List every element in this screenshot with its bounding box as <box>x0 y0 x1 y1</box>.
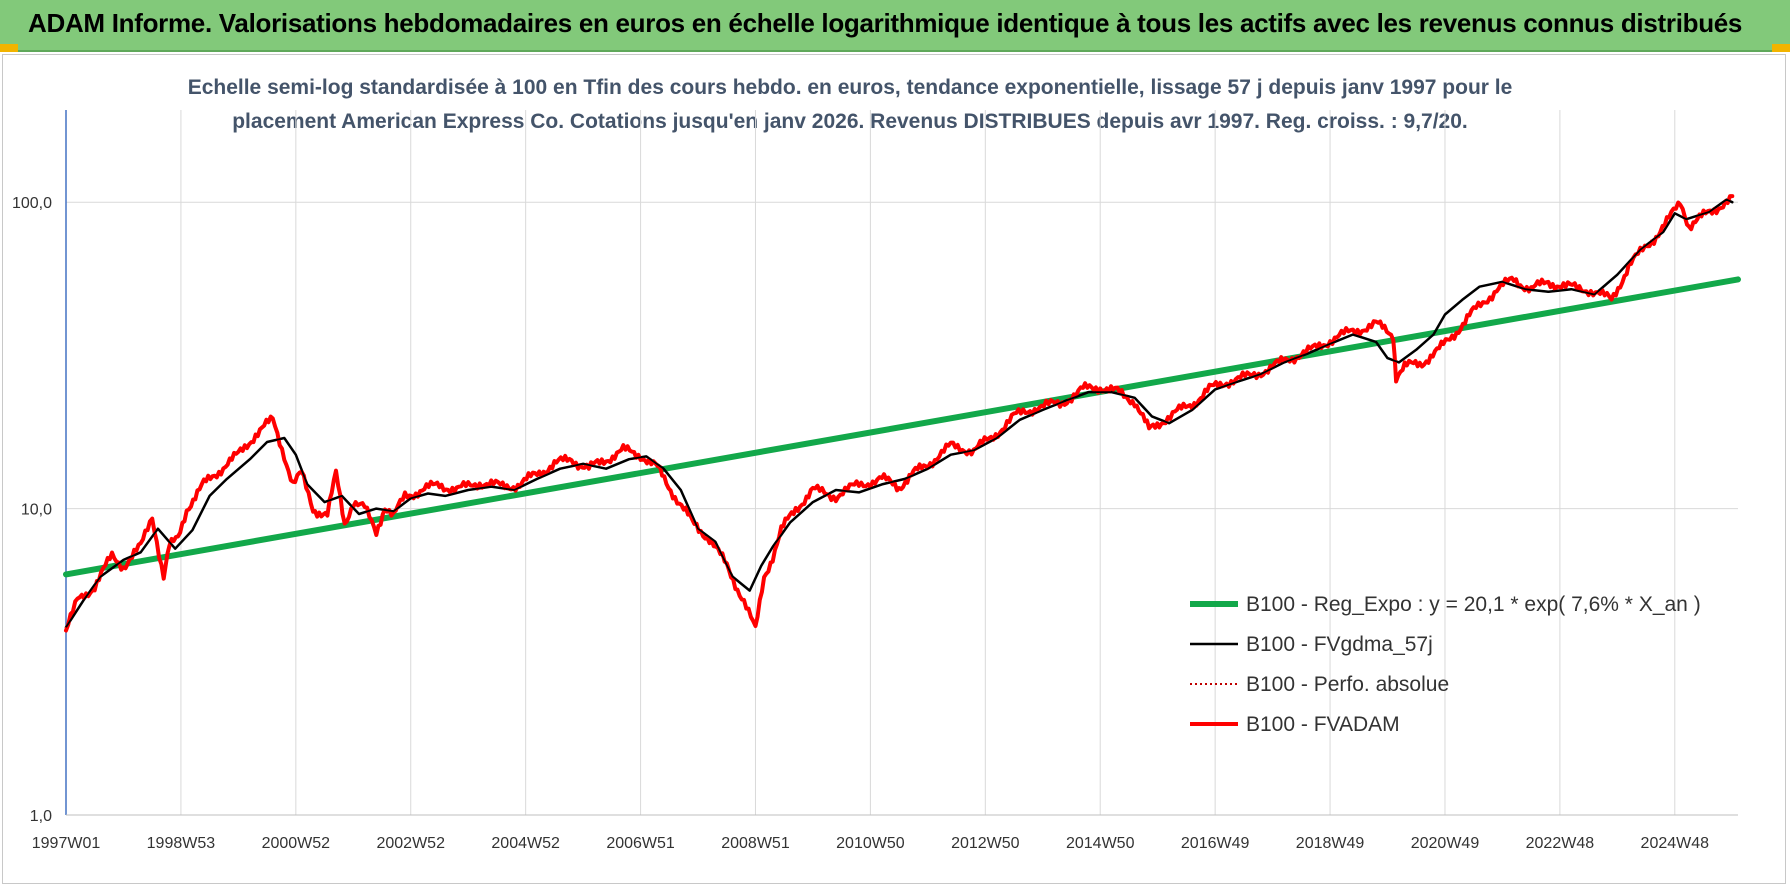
page-title: ADAM Informe. Valorisations hebdomadaire… <box>28 8 1743 38</box>
x-tick-label: 2016W49 <box>1181 835 1250 852</box>
chart-title-line2: placement American Express Co. Cotations… <box>232 110 1468 133</box>
x-tick-label: 2006W51 <box>606 835 675 852</box>
series-line-thick-green <box>63 276 1741 578</box>
x-tick-label: 2018W49 <box>1296 835 1365 852</box>
x-tick-label: 2012W50 <box>951 835 1020 852</box>
x-tick-label: 2014W50 <box>1066 835 1135 852</box>
grid-lines <box>65 110 1738 816</box>
y-tick-label: 100,0 <box>12 195 52 212</box>
corner-marker-right <box>1772 44 1790 52</box>
x-tick-label: 2020W49 <box>1411 835 1480 852</box>
x-tick-label: 1998W53 <box>147 835 216 852</box>
series-line-black <box>64 198 1734 629</box>
x-tick-label: 2008W51 <box>721 835 790 852</box>
y-tick-label: 1,0 <box>30 808 52 825</box>
series-line-thick-red <box>64 194 1735 633</box>
legend-label: B100 - FVgdma_57j <box>1246 633 1433 656</box>
header-banner: ADAM Informe. Valorisations hebdomadaire… <box>0 0 1790 52</box>
x-tick-label: 2002W52 <box>376 835 445 852</box>
series-lines <box>63 194 1741 633</box>
x-tick-label: 2022W48 <box>1526 835 1595 852</box>
chart-title-line1: Echelle semi-log standardisée à 100 en T… <box>187 76 1513 99</box>
x-tick-label: 2024W48 <box>1641 835 1710 852</box>
chart-frame <box>2 54 1786 884</box>
chart-legend: B100 - Reg_Expo : y = 20,1 * exp( 7,6% *… <box>1190 593 1701 736</box>
x-tick-label: 1997W01 <box>32 835 101 852</box>
legend-label: B100 - Reg_Expo : y = 20,1 * exp( 7,6% *… <box>1246 593 1701 616</box>
corner-marker-left <box>0 44 18 52</box>
x-tick-label: 2000W52 <box>262 835 331 852</box>
y-tick-label: 10,0 <box>21 502 52 519</box>
legend-label: B100 - FVADAM <box>1246 713 1400 736</box>
series-line-fvgdma-overlay <box>65 198 1733 628</box>
x-tick-label: 2004W52 <box>491 835 560 852</box>
x-tick-label: 2010W50 <box>836 835 905 852</box>
legend-label: B100 - Perfo. absolue <box>1246 673 1449 696</box>
chart-axes: 1,0 10,0 100,0 1997W01 1998W53 2000W52 2002W52… <box>12 110 1738 852</box>
